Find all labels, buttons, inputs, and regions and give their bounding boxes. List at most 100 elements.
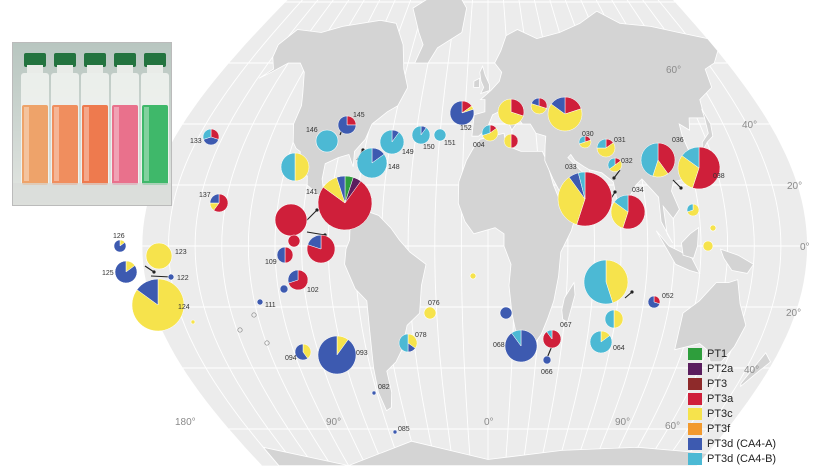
pie-slice-pt3d_a — [279, 284, 289, 294]
pie-slice-pt3d_b — [589, 330, 613, 354]
site-pie-unlabeled — [280, 152, 310, 182]
site-pie-111 — [256, 298, 264, 306]
legend-item-pt3d-b: PT3d (CA4-B) — [688, 451, 818, 466]
meridian-line — [168, 0, 303, 466]
site-label-152: 152 — [460, 125, 472, 132]
site-label-141: 141 — [306, 189, 318, 196]
site-pie-066 — [542, 355, 552, 365]
landmass-eurasia — [471, 10, 719, 244]
site-label-076: 076 — [428, 300, 440, 307]
site-pie-064 — [589, 330, 613, 354]
site-label-085: 085 — [398, 426, 410, 433]
pie-slice-pt3a — [284, 246, 294, 264]
site-pie-unlabeled — [499, 306, 513, 320]
station-marker — [237, 327, 243, 333]
pie-slice-pt3d_a — [371, 390, 377, 396]
flask-neck — [87, 65, 103, 73]
site-pie-038 — [677, 146, 721, 190]
pie-slice-pt3d_b — [583, 259, 614, 305]
pie-slice-pt3a — [274, 203, 308, 237]
flask-culture — [22, 105, 48, 185]
pie-slice-pt3c — [482, 127, 499, 142]
connector-line — [613, 169, 621, 179]
pie-slice-pt3c — [530, 103, 547, 115]
site-label-146: 146 — [306, 127, 318, 134]
connector-line — [150, 275, 172, 278]
pie-slice-pt3c — [605, 259, 629, 304]
legend-swatch — [688, 362, 702, 375]
flasks-illustration — [13, 43, 171, 205]
flask-cap — [144, 53, 166, 67]
site-label-125: 125 — [102, 270, 114, 277]
site-label-094: 094 — [285, 355, 297, 362]
pie-slice-pt3a — [692, 146, 721, 190]
pie-slice-pt3c — [610, 201, 629, 229]
site-pie-unlabeled — [497, 98, 525, 126]
pie-slice-pt3d_a — [550, 96, 566, 115]
site-pie-126 — [113, 239, 127, 253]
pie-slice-pt3d_b — [280, 152, 296, 182]
site-label-124: 124 — [178, 304, 190, 311]
pie-slice-pt3d_b — [604, 309, 615, 329]
site-pie-145 — [337, 115, 357, 135]
flask-cap — [114, 53, 136, 67]
pie-slice-pt3c — [302, 343, 312, 359]
site-pie-122 — [167, 273, 175, 281]
connector-dot — [612, 176, 616, 180]
graticule-labels: 60° 40° 20° 0° 20° 40° 60° 180° 90° 0° 9… — [175, 65, 810, 432]
site-pie-unlabeled — [306, 234, 336, 264]
legend-item-pt3c: PT3c — [688, 406, 818, 421]
site-pie-109 — [276, 246, 294, 264]
pie-slice-pt3d_b — [577, 171, 586, 200]
landmass-greenland — [412, 0, 468, 64]
site-label-102: 102 — [307, 287, 319, 294]
site-pie-004 — [481, 124, 499, 142]
site-label-150: 150 — [423, 144, 435, 151]
legend-item-pt3: PT3 — [688, 376, 818, 391]
site-pie-unlabeled — [547, 96, 583, 132]
pie-slice-pt3c — [613, 309, 624, 329]
pie-slice-pt3d_a — [276, 246, 286, 264]
flask-culture — [142, 105, 168, 185]
pie-slice-pt3d_a — [167, 273, 175, 281]
site-label-067: 067 — [560, 322, 572, 329]
connector-dot — [152, 270, 156, 274]
legend-swatch — [688, 392, 702, 405]
legend-item-pt3d-a: PT3d (CA4-A) — [688, 436, 818, 451]
pie-slice-pt3c — [469, 272, 477, 280]
site-pie-133 — [202, 128, 220, 146]
flask-neck — [117, 65, 133, 73]
flask-highlight — [144, 107, 149, 181]
site-label-066: 066 — [541, 369, 553, 376]
flask — [141, 53, 169, 185]
landmass-ireland — [473, 77, 481, 88]
legend-swatch — [688, 407, 702, 420]
lat-label-40n: 40° — [742, 120, 757, 131]
pie-slice-pt3d_b — [315, 129, 339, 153]
meridian-line — [460, 0, 473, 466]
site-pie-152 — [449, 100, 475, 126]
site-label-036: 036 — [672, 137, 684, 144]
pie-slice-pt3c — [608, 160, 623, 173]
connector-dot — [679, 186, 683, 190]
lat-label-20n: 20° — [787, 181, 802, 192]
landmass-great-britain — [479, 64, 490, 95]
site-labels: 004 030 031 032 033 034 036 038 052 064 066 067 068 0… — [102, 112, 725, 433]
legend: PT1 PT2a PT3 PT3a PT3c PT3f PT3d (CA4-A)… — [688, 346, 818, 466]
meridian-line — [657, 0, 782, 466]
flask-highlight — [114, 107, 119, 181]
pie-slice-pt3a — [213, 193, 229, 213]
pie-slice-pt3d_a — [114, 260, 138, 284]
pie-slice-pt3d_a — [499, 306, 513, 320]
site-pie-094 — [294, 343, 312, 361]
pie-slice-pt3c — [497, 98, 524, 126]
pie-slice-pt3c — [131, 278, 185, 332]
legend-swatch — [688, 422, 702, 435]
lat-label-60n: 60° — [666, 65, 681, 76]
meridian-line — [673, 0, 808, 466]
site-pie-033 — [557, 171, 613, 227]
landmass-new-zealand — [740, 352, 772, 388]
site-label-122: 122 — [177, 275, 189, 282]
pie-slice-pt3a — [287, 234, 301, 248]
site-pie-036 — [640, 142, 676, 178]
